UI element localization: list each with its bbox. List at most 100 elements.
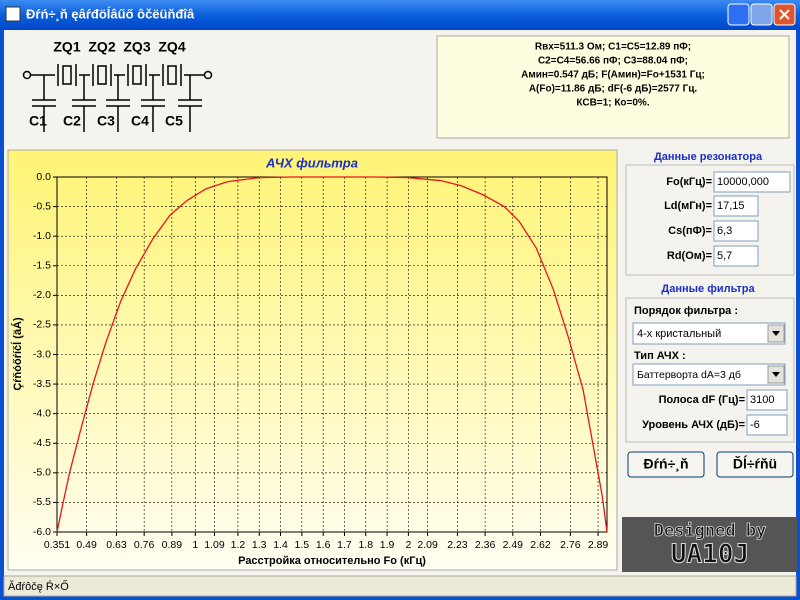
- y-tick-label: -0.5: [33, 200, 51, 212]
- field-value: -6: [750, 419, 760, 431]
- schematic: [22, 64, 213, 132]
- text-input[interactable]: [713, 245, 759, 267]
- resonator-group: [625, 164, 795, 276]
- x-tick-label: 1.3: [252, 539, 267, 551]
- text-input[interactable]: [713, 171, 791, 193]
- chart-panel: [7, 149, 618, 571]
- field-label: Полоса dF (Гц)=: [659, 394, 745, 406]
- field-label: Fo(кГц)=: [666, 176, 712, 188]
- crystal-label: ZQ2: [88, 39, 115, 55]
- x-tick-label: 2.89: [588, 539, 609, 551]
- capacitor-label: C3: [97, 113, 115, 129]
- x-tick-label: 0.49: [76, 539, 97, 551]
- field-value: 17,15: [717, 200, 745, 212]
- y-tick-label: -1.0: [33, 230, 51, 242]
- logo-line1: Designed by: [654, 521, 767, 541]
- x-tick-label: 1: [192, 539, 198, 551]
- y-axis-label: Çŕňóőŕíčĺ (äÁ): [10, 317, 24, 391]
- y-tick-label: -4.0: [33, 407, 51, 419]
- x-axis-label: Расстройка относительно Fo (кГц): [238, 555, 426, 567]
- crystal-label: ZQ4: [158, 39, 185, 55]
- y-tick-label: 0.0: [36, 171, 51, 183]
- logo-line2: UA10J: [671, 540, 749, 570]
- logo: [622, 517, 797, 572]
- result-line: Амин=0.547 дБ; F(Амин)=Fo+1531 Гц;: [521, 70, 705, 81]
- field-value: 6,3: [717, 225, 732, 237]
- y-tick-label: -5.0: [33, 467, 51, 479]
- title-bar: [0, 0, 800, 30]
- status-bar: [3, 575, 797, 597]
- x-tick-label: 1.2: [231, 539, 246, 551]
- x-tick-label: 0.89: [162, 539, 183, 551]
- capacitor-label: C5: [165, 113, 183, 129]
- x-tick-label: 2: [405, 539, 411, 551]
- x-tick-label: 1.7: [337, 539, 352, 551]
- text-input[interactable]: [713, 195, 759, 217]
- dropdown-arrow: [772, 372, 780, 377]
- type-label: Тип АЧХ :: [634, 350, 686, 362]
- field-value: 3100: [750, 394, 774, 406]
- x-tick-label: 1.6: [316, 539, 331, 551]
- button-label: Ďĺ÷ŕňü: [733, 455, 777, 472]
- text-input[interactable]: [713, 220, 759, 242]
- x-tick-label: 1.09: [204, 539, 225, 551]
- result-line: Rвх=511.3 Ом; C1=C5=12.89 пФ;: [535, 42, 691, 53]
- capacitor-label: C1: [29, 113, 47, 129]
- x-tick-label: 0.76: [134, 539, 155, 551]
- field-label: Cs(пФ)=: [668, 225, 712, 237]
- result-line: A(Fo)=11.86 дБ; dF(-6 дБ)=2577 Гц.: [529, 84, 698, 95]
- x-tick-label: 1.4: [273, 539, 288, 551]
- status-text: Ăđŕôčę Ŕ×Ő: [8, 579, 69, 593]
- type-value: Баттерворта dA=3 дб: [637, 369, 741, 381]
- field-label: Ld(мГн)=: [664, 200, 712, 212]
- field-value: 10000,000: [717, 176, 769, 188]
- dropdown-arrow: [772, 331, 780, 336]
- capacitor-label: C2: [63, 113, 81, 129]
- minimize-button[interactable]: [727, 3, 750, 26]
- y-tick-label: -4.5: [33, 437, 51, 449]
- y-tick-label: -3.0: [33, 348, 51, 360]
- app-icon: [5, 6, 21, 22]
- capacitor-label: C4: [131, 113, 149, 129]
- y-tick-label: -5.5: [33, 496, 51, 508]
- chart-title: АЧХ фильтра: [265, 155, 358, 170]
- crystal-label: ZQ3: [123, 39, 150, 55]
- button-label: Ðŕń÷¸ň: [643, 456, 688, 472]
- text-input[interactable]: [746, 414, 788, 436]
- button[interactable]: [716, 451, 794, 478]
- field-label: Уровень АЧХ (дБ)=: [642, 419, 745, 431]
- text-input[interactable]: [746, 389, 788, 411]
- x-tick-label: 1.5: [295, 539, 310, 551]
- button[interactable]: [627, 451, 705, 478]
- x-tick-label: 1.8: [358, 539, 373, 551]
- y-tick-label: -2.0: [33, 289, 51, 301]
- y-tick-label: -1.5: [33, 260, 51, 272]
- x-tick-label: 2.23: [447, 539, 468, 551]
- type-select[interactable]: [632, 363, 786, 386]
- order-value: 4-х кристальный: [637, 328, 721, 340]
- y-tick-label: -6.0: [33, 526, 51, 538]
- window-title: Ðŕń÷¸ň ęâŕđöĺâűő ôčëüňđîâ: [26, 6, 195, 21]
- y-tick-label: -3.5: [33, 378, 51, 390]
- close-icon: [779, 9, 790, 20]
- filter-heading: Данные фильтра: [661, 283, 755, 295]
- result-line: C2=C4=56.66 пФ; C3=88.04 пФ;: [538, 56, 688, 67]
- x-tick-label: 2.36: [475, 539, 496, 551]
- x-tick-label: 2.49: [503, 539, 524, 551]
- field-label: Rd(Ом)=: [667, 250, 712, 262]
- crystal-label: ZQ1: [53, 39, 80, 55]
- resonator-heading: Данные резонатора: [654, 151, 763, 163]
- results-box: [436, 35, 790, 139]
- x-tick-label: 0.351: [44, 539, 70, 551]
- x-tick-label: 2.62: [530, 539, 551, 551]
- maximize-button[interactable]: [750, 3, 773, 26]
- order-select[interactable]: [632, 322, 786, 345]
- y-tick-label: -2.5: [33, 319, 51, 331]
- x-tick-label: 0.63: [106, 539, 127, 551]
- field-value: 5,7: [717, 250, 732, 262]
- filter-group: [625, 297, 795, 443]
- x-tick-label: 2.76: [560, 539, 581, 551]
- response-curve: [56, 176, 608, 533]
- result-line: КСВ=1; Ко=0%.: [576, 98, 649, 109]
